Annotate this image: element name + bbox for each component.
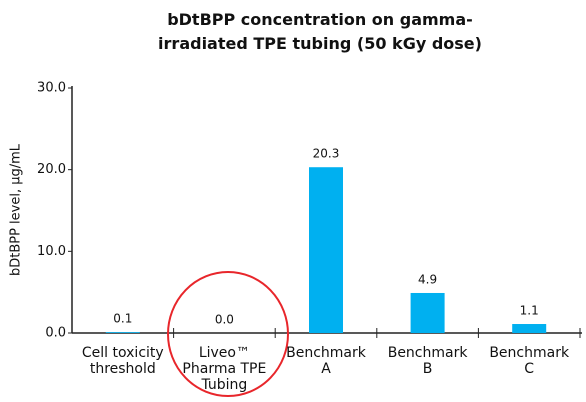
y-tick-label: 0.0	[45, 326, 66, 341]
bar	[512, 324, 547, 333]
bar	[105, 332, 140, 333]
value-label: 4.9	[418, 272, 437, 286]
value-label: 20.3	[313, 147, 340, 161]
value-label: 0.1	[113, 312, 132, 326]
x-tick-label: Benchmark A	[286, 345, 366, 377]
chart-title: bDtBPP concentration on gamma-irradiated…	[158, 10, 482, 53]
bar	[309, 167, 343, 333]
x-tick-label: Benchmark B	[387, 345, 468, 377]
x-tick-label: Benchmark C	[489, 345, 570, 377]
y-tick-label: 20.0	[37, 162, 66, 177]
y-tick-label: 30.0	[37, 81, 66, 96]
highlight-circle	[167, 271, 289, 397]
x-tick-label: Cell toxicity threshold	[81, 345, 164, 377]
y-tick-label: 10.0	[37, 244, 66, 259]
bar	[410, 292, 445, 333]
value-label: 1.1	[520, 304, 539, 318]
x-tick-label: Liveo™ Pharma TPE Tubing	[182, 345, 267, 393]
y-axis-label: bDtBPP level, µg/mL	[9, 143, 24, 276]
value-label: 0.0	[215, 313, 234, 327]
